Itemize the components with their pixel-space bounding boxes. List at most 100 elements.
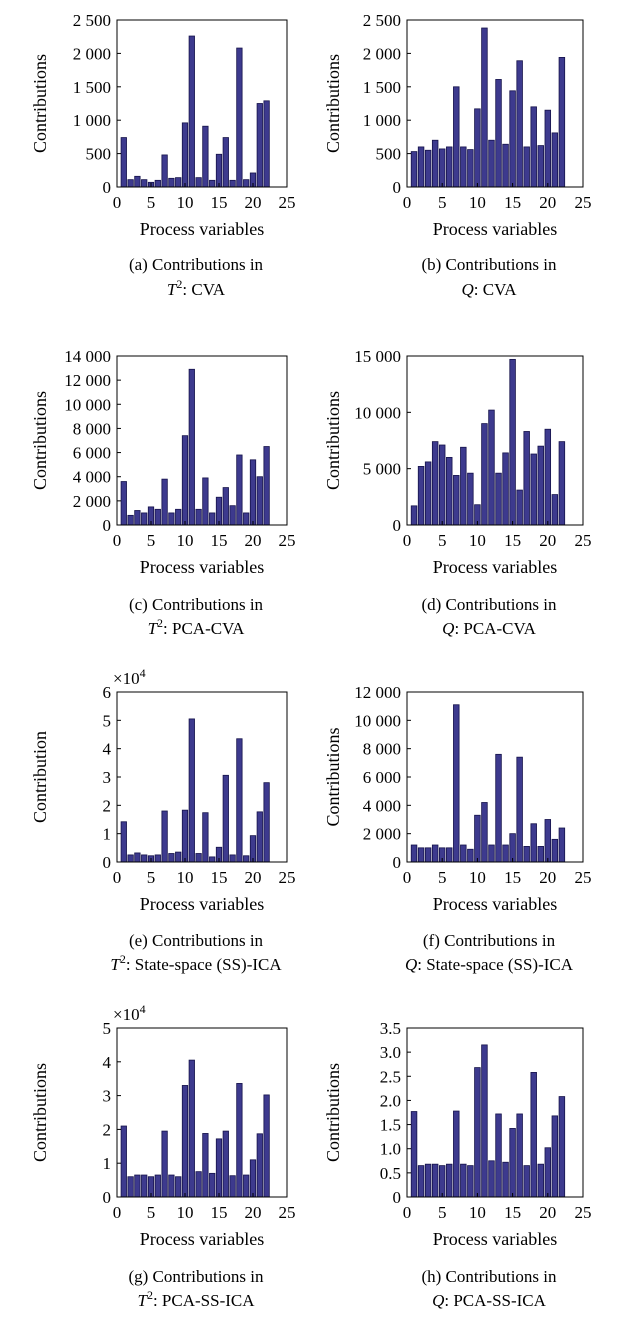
x-tick-label-h-10: 10 xyxy=(469,1203,486,1222)
bar-e-8 xyxy=(168,853,175,863)
x-tick-label-h-15: 15 xyxy=(504,1203,521,1222)
bar-b-14 xyxy=(502,143,509,188)
x-tick-label-a-10: 10 xyxy=(177,193,194,212)
x-tick-label-g-0: 0 xyxy=(113,1203,122,1222)
bar-d-18 xyxy=(530,453,537,526)
bar-f-21 xyxy=(551,838,559,863)
bar-c-13 xyxy=(202,477,209,526)
bar-b-4 xyxy=(431,139,439,188)
bar-h-20 xyxy=(544,1147,552,1198)
bar-h-13 xyxy=(495,1113,502,1198)
y-axis-label-f: Contributions xyxy=(323,727,343,826)
x-tick-label-g-15: 15 xyxy=(211,1203,228,1222)
bar-d-2 xyxy=(417,466,425,526)
y-tick-label-g-4: 4 xyxy=(103,1053,112,1072)
y-tick-label-h-7: 3.5 xyxy=(380,1019,401,1038)
y-axis-label-g: Contributions xyxy=(30,1063,50,1162)
caption-line2-g: T2: PCA-SS-ICA xyxy=(137,1288,255,1310)
y-tick-label-g-0: 0 xyxy=(103,1188,112,1207)
y-tick-label-c-2: 4 000 xyxy=(73,468,111,487)
bar-e-11 xyxy=(188,718,195,863)
bar-h-19 xyxy=(537,1163,544,1198)
bar-b-7 xyxy=(453,86,460,188)
caption-line2-d: Q: PCA-CVA xyxy=(442,619,536,638)
bar-f-4 xyxy=(431,844,439,863)
bar-e-19 xyxy=(243,855,250,863)
bar-d-19 xyxy=(537,445,544,526)
bar-b-22 xyxy=(558,57,566,188)
y-tick-label-e-5: 5 xyxy=(103,711,112,730)
y-axis-label-h: Contributions xyxy=(323,1063,343,1162)
bar-a-13 xyxy=(202,125,209,188)
bar-f-18 xyxy=(530,823,537,863)
bar-d-14 xyxy=(502,452,509,526)
plot-frame-f xyxy=(406,691,584,863)
caption-line2-a: T2: CVA xyxy=(167,277,226,299)
x-tick-label-c-0: 0 xyxy=(113,531,122,550)
y-tick-label-e-4: 4 xyxy=(103,740,112,759)
bar-g-18 xyxy=(236,1083,243,1198)
x-tick-label-g-10: 10 xyxy=(177,1203,194,1222)
bar-e-16 xyxy=(222,774,229,863)
x-tick-label-f-5: 5 xyxy=(438,868,447,887)
bar-a-8 xyxy=(168,177,175,188)
bar-d-16 xyxy=(516,489,523,526)
bar-h-5 xyxy=(438,1165,446,1198)
x-tick-label-h-20: 20 xyxy=(539,1203,556,1222)
y-tick-label-e-2: 2 xyxy=(103,796,112,815)
x-tick-label-f-10: 10 xyxy=(469,868,486,887)
plot-frame-b xyxy=(406,19,584,188)
bar-f-9 xyxy=(467,848,474,863)
chart-panel-a: 0 5 10 15 20 25 0 500 1 000 1 500 2 000 2 500 Proces… xyxy=(30,11,296,299)
bar-c-17 xyxy=(229,505,236,526)
bar-d-1 xyxy=(410,505,418,526)
y-tick-label-b-0: 0 xyxy=(393,178,402,197)
bar-f-22 xyxy=(558,827,566,863)
bar-f-19 xyxy=(537,846,544,863)
bar-a-12 xyxy=(195,177,202,188)
bar-g-22 xyxy=(263,1094,270,1198)
bar-a-2 xyxy=(127,179,134,188)
x-tick-label-a-25: 25 xyxy=(279,193,296,212)
bar-b-12 xyxy=(488,139,495,188)
x-tick-label-g-25: 25 xyxy=(279,1203,296,1222)
bar-c-3 xyxy=(134,510,141,526)
x-tick-label-b-15: 15 xyxy=(504,193,521,212)
bar-e-1 xyxy=(120,821,127,863)
x-tick-label-d-5: 5 xyxy=(438,531,447,550)
bar-b-1 xyxy=(410,151,418,188)
y-tick-label-h-6: 3.0 xyxy=(380,1043,401,1062)
caption-line1-c: (c) Contributions in xyxy=(129,595,264,614)
bar-e-21 xyxy=(256,811,263,863)
y-tick-label-h-3: 1.5 xyxy=(380,1116,401,1135)
bar-c-6 xyxy=(154,508,161,526)
bar-c-22 xyxy=(263,446,270,526)
y-tick-label-e-1: 1 xyxy=(103,825,112,844)
y-tick-label-e-0: 0 xyxy=(103,853,112,872)
bar-h-21 xyxy=(551,1115,559,1198)
plot-frame-c xyxy=(116,355,288,526)
y-tick-label-c-0: 0 xyxy=(103,516,112,535)
x-axis-label-h: Process variables xyxy=(433,1229,557,1249)
chart-panel-f: 0 5 10 15 20 25 0 2 000 4 000 6 000 8 000 10 000 12 … xyxy=(323,683,592,974)
x-tick-label-c-5: 5 xyxy=(147,531,156,550)
x-tick-label-d-10: 10 xyxy=(469,531,486,550)
bar-b-6 xyxy=(446,146,453,188)
bar-e-12 xyxy=(195,853,202,863)
bar-e-2 xyxy=(127,854,134,863)
y-tick-label-d-2: 10 000 xyxy=(354,403,401,422)
bar-b-15 xyxy=(509,90,516,188)
bar-d-22 xyxy=(558,441,566,526)
chart-panel-d: 0 5 10 15 20 25 0 5 000 10 000 15 000 Process vari… xyxy=(323,347,592,638)
x-tick-label-b-0: 0 xyxy=(403,193,412,212)
x-axis-label-d: Process variables xyxy=(433,557,557,577)
bar-h-9 xyxy=(467,1165,474,1198)
bar-g-2 xyxy=(127,1176,134,1198)
y-tick-label-a-3: 1 500 xyxy=(73,78,111,97)
y-tick-label-b-2: 1 000 xyxy=(363,111,401,130)
x-tick-label-e-5: 5 xyxy=(147,868,156,887)
y-tick-label-a-0: 0 xyxy=(103,178,112,197)
bar-d-15 xyxy=(509,358,516,526)
bar-f-20 xyxy=(544,819,552,863)
bar-c-20 xyxy=(249,459,257,526)
